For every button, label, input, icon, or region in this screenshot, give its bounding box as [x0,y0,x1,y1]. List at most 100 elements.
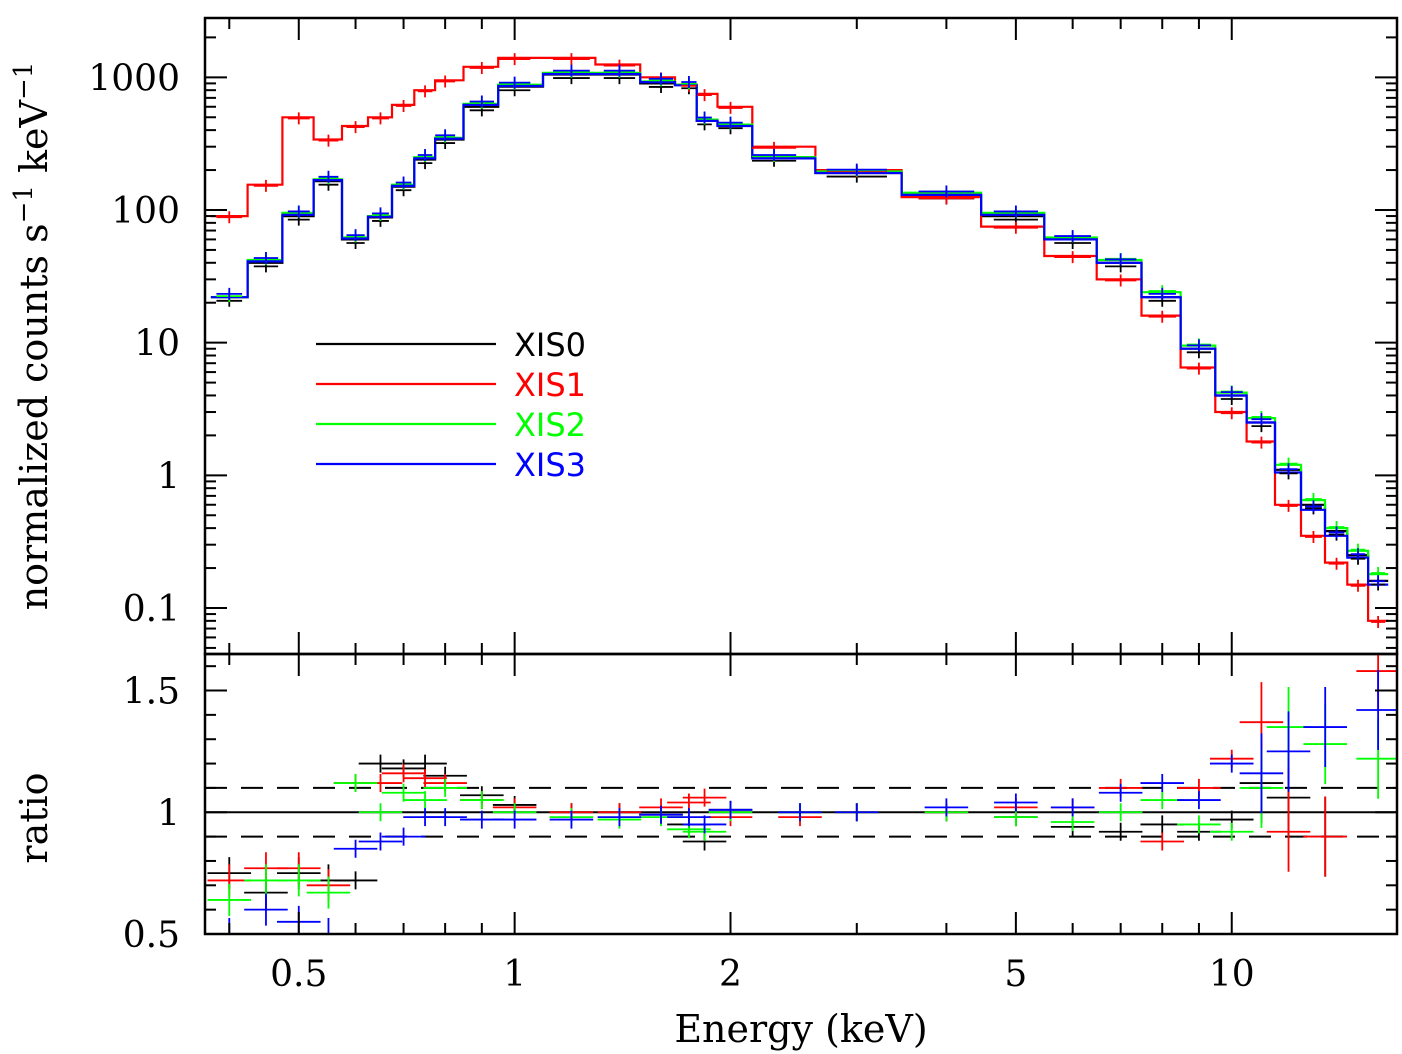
ratio-point-xis2 [1098,803,1143,822]
data-point-xis1 [1350,579,1366,592]
ratio-point-xis0 [333,871,378,890]
ratio-points [207,654,1397,934]
legend-label-xis3: XIS3 [514,446,586,484]
data-point-xis1 [498,53,531,66]
ratio-point-xis3 [1303,687,1347,768]
data-point-xis3 [1054,230,1091,243]
ylabel-unit: keV [12,99,56,185]
ratio-point-xis2 [403,791,447,810]
ratio-point-xis2 [358,803,403,822]
data-point-xis3 [287,205,310,218]
data-point-xis3 [1305,500,1322,513]
data-point-xis3 [253,252,279,265]
data-point-xis1 [718,101,743,114]
data-point-xis3 [318,170,339,183]
data-point-xis3 [1251,413,1272,426]
data-point-xis1 [1148,310,1176,323]
ratio-point-xis2 [276,864,321,897]
x-tick-label: 5 [1004,954,1027,995]
x-tick-label: 1 [503,954,526,995]
ratio-point-xis3 [423,808,467,827]
y-tick-label: 1 [157,456,180,497]
data-point-xis1 [253,179,279,192]
data-point-xis3 [1186,339,1212,352]
data-point-xis1 [1251,436,1272,449]
x-tick-label: 10 [1209,954,1255,995]
data-point-xis1 [1328,557,1345,570]
ratio-point-xis3 [1266,711,1311,792]
data-point-xis1 [1104,274,1137,287]
data-point-xis1 [697,89,712,102]
model-line-xis3 [210,72,1389,586]
data-point-xis3 [1148,287,1176,300]
ratio-point-xis3 [994,793,1038,812]
ratio-frame [203,652,1399,936]
ratio-point-xis1 [381,764,426,783]
data-point-xis1 [395,100,412,113]
ratio-point-xis3 [778,803,822,822]
ratio-point-xis3 [333,839,378,858]
data-point-xis3 [1104,253,1137,266]
ratio-point-xis3 [1140,774,1185,793]
data-point-xis1 [1371,616,1386,629]
data-point-xis3 [435,129,456,142]
data-point-xis3 [346,229,365,242]
ratio-point-xis3 [835,803,879,822]
ratio-point-xis3 [1098,783,1143,802]
data-point-xis3 [417,149,433,162]
ratio-point-xis3 [924,798,969,817]
ratio-point-xis3 [667,808,711,827]
data-point-xis3 [648,72,674,85]
data-point-xis3 [1328,526,1345,539]
data-point-xis1 [1054,251,1091,264]
ratio-point-xis1 [1303,796,1347,877]
data-point-xis3 [469,95,494,108]
data-point-xis1 [469,61,494,74]
ratio-point-xis3 [1209,754,1254,773]
x-tick-label: 2 [719,954,742,995]
y-tick-label: 1000 [88,58,180,99]
ratio-point-xis1 [1140,832,1185,851]
ratio-point-xis2 [1177,815,1221,834]
ratio-point-xis0 [1140,815,1185,834]
spectrum-y-axis-title: normalized counts s−1 keV−1 [9,62,56,611]
ratio-point-xis2 [460,791,504,810]
ratio-point-xis3 [1356,670,1397,750]
ratio-point-xis3 [1177,791,1221,810]
ratio-point-xis2 [1140,791,1185,810]
data-point-xis1 [553,53,590,66]
ratio-point-xis1 [1266,791,1311,872]
data-point-xis3 [395,176,412,189]
ratio-y-tick-label: 0.5 [123,915,180,956]
spectrum-frame [203,16,1399,656]
ratio-point-xis3 [682,815,727,834]
data-point-xis3 [697,111,712,124]
model-line-xis0 [210,73,1389,582]
ratio-point-xis2 [1209,822,1254,841]
ratio-y-tick-label: 1.5 [123,672,180,713]
ratio-point-xis2 [423,778,467,797]
ratio-point-xis1 [682,788,727,807]
data-point-xis3 [993,205,1038,218]
data-point-xis3 [681,75,697,88]
data-point-xis3 [918,185,975,198]
ratio-point-xis3 [549,810,594,829]
legend-label-xis2: XIS2 [514,406,586,444]
data-point-xis1 [216,211,243,224]
ratio-point-xis3 [1239,733,1284,814]
data-point-xis3 [1220,386,1243,399]
x-axis-title: Energy (keV) [674,1007,927,1051]
data-point-xis1 [435,75,456,88]
ratio-point-xis3 [1050,798,1095,817]
ratio-point-xis3 [639,805,683,824]
data-point-xis1 [1279,499,1298,512]
data-point-xis1 [993,221,1038,234]
x-tick-labels: 0.5 1 2 5 10 [270,954,1255,995]
data-point-xis3 [1350,548,1366,561]
data-point-xis1 [1220,407,1243,420]
ylabel-main: normalized counts s [12,223,56,610]
ratio-point-xis2 [207,883,252,916]
data-point-xis1 [318,134,339,147]
data-point-xis3 [826,163,887,176]
